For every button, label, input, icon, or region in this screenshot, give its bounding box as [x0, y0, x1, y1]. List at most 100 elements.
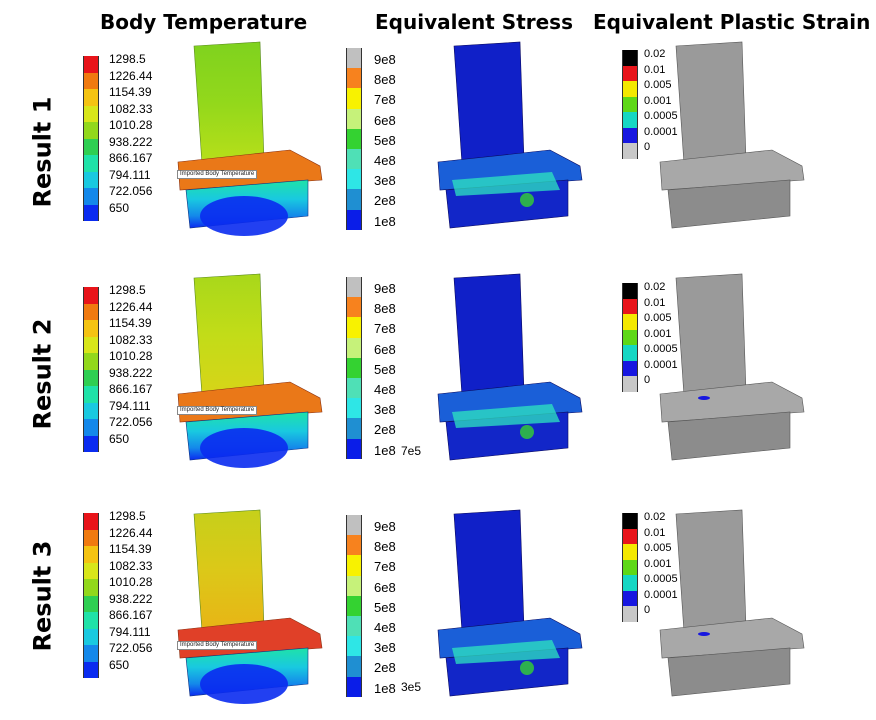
legend-swatch	[83, 105, 99, 122]
legend-swatch	[622, 513, 638, 529]
legend-label: 0.0005	[644, 110, 678, 122]
legend-label: 1010.28	[109, 118, 153, 132]
legend-swatch	[346, 337, 362, 358]
legend-swatch	[346, 438, 362, 459]
legend-swatch	[346, 277, 362, 298]
legend-swatch	[622, 590, 638, 606]
legend-label: 6e8	[374, 579, 396, 595]
legend-swatch	[622, 96, 638, 112]
legend-label: 1e8	[374, 213, 396, 229]
legend-swatch	[346, 378, 362, 399]
blade-model	[177, 41, 323, 236]
legend-label: 3e8	[374, 640, 396, 656]
legend-swatch	[622, 112, 638, 128]
legend-label: 2e8	[374, 193, 396, 209]
legend-label: 1298.5	[109, 283, 146, 297]
legend-label: 1e8	[374, 680, 396, 696]
legend-label: 4e8	[374, 620, 396, 635]
legend-label: 794.111	[109, 624, 151, 639]
legend-swatch	[83, 562, 99, 579]
legend-label: 4e8	[374, 382, 396, 397]
legend-label: 9e8	[374, 281, 396, 296]
legend-label: 0.0005	[644, 343, 678, 355]
legend-swatch	[83, 402, 99, 419]
legend-swatch	[83, 204, 99, 221]
airfoil-surface	[675, 273, 747, 397]
legend-label: 794.111	[109, 167, 151, 182]
legend-label: 7e8	[374, 559, 396, 575]
legend-swatch	[346, 317, 362, 338]
probe-label: Imported Body Temperature	[177, 406, 258, 415]
blade-model	[177, 509, 323, 704]
legend-label: 0.0001	[644, 588, 678, 601]
legend-swatch	[83, 529, 99, 546]
legend-label: 9e8	[374, 52, 396, 67]
shank-surface	[667, 411, 791, 461]
legend-label: 0.005	[644, 312, 672, 324]
stress-band	[452, 640, 560, 664]
legend-label: 7e8	[374, 321, 396, 337]
blade-model	[437, 273, 583, 461]
legend-swatch	[622, 329, 638, 345]
legend-swatch	[83, 320, 99, 337]
stress-min-label: 3e5	[401, 680, 422, 694]
legend-swatch	[622, 376, 638, 392]
legend-swatch	[622, 314, 638, 330]
stress-hotspot	[520, 661, 534, 675]
legend-label: 0.01	[644, 63, 666, 76]
legend-label: 0.005	[644, 542, 672, 554]
airfoil-surface	[193, 509, 265, 633]
legend-swatch	[83, 546, 99, 563]
legend-swatch	[622, 345, 638, 361]
airfoil-surface	[675, 41, 747, 165]
stress-hotspot	[520, 425, 534, 439]
legend-swatch	[622, 65, 638, 81]
stress-band	[452, 172, 560, 196]
legend-label: 0.0001	[644, 358, 678, 371]
legend-swatch	[83, 56, 99, 73]
legend-swatch	[83, 155, 99, 172]
legend-label: 0.005	[644, 79, 672, 91]
legend-swatch	[83, 612, 99, 629]
legend-label: 0.001	[644, 327, 672, 340]
legend-swatch	[622, 559, 638, 575]
legend-swatch	[346, 189, 362, 210]
legend-label: 1010.28	[109, 349, 153, 363]
legend-label: 722.056	[109, 641, 153, 655]
legend-label: 794.111	[109, 398, 151, 413]
legend-swatch	[83, 122, 99, 139]
legend-swatch	[346, 149, 362, 170]
legend-label: 1226.44	[109, 68, 153, 83]
legend-swatch	[346, 108, 362, 129]
airfoil-surface	[453, 273, 525, 397]
blade-model	[659, 41, 805, 229]
legend-swatch	[346, 636, 362, 657]
legend-label: 0	[644, 374, 651, 386]
legend-label: 938.222	[109, 591, 153, 606]
legend-swatch	[346, 616, 362, 637]
legend-label: 0.001	[644, 557, 672, 570]
legend-swatch	[622, 544, 638, 560]
legend-swatch	[346, 575, 362, 596]
legend-label: 1298.5	[109, 509, 146, 523]
legend-swatch	[346, 515, 362, 536]
legend-swatch	[622, 528, 638, 544]
legend-label: 1154.39	[109, 542, 152, 556]
legend-label: 1226.44	[109, 525, 153, 540]
legend-label: 866.167	[109, 382, 153, 396]
stress-band	[452, 404, 560, 428]
legend-swatch	[622, 360, 638, 376]
legend-swatch	[346, 128, 362, 149]
stress-min-label: 7e5	[401, 444, 422, 458]
cold-region	[200, 664, 288, 704]
legend-label: 6e8	[374, 112, 396, 128]
legend-swatch	[346, 595, 362, 616]
legend-label: 3e8	[374, 173, 396, 189]
legend-swatch	[83, 336, 99, 353]
legend-label: 0	[644, 141, 651, 153]
legend-swatch	[346, 209, 362, 230]
legend-label: 0.01	[644, 296, 666, 309]
strain-spot	[698, 632, 710, 636]
legend-swatch	[83, 419, 99, 436]
blade-model	[437, 509, 583, 697]
